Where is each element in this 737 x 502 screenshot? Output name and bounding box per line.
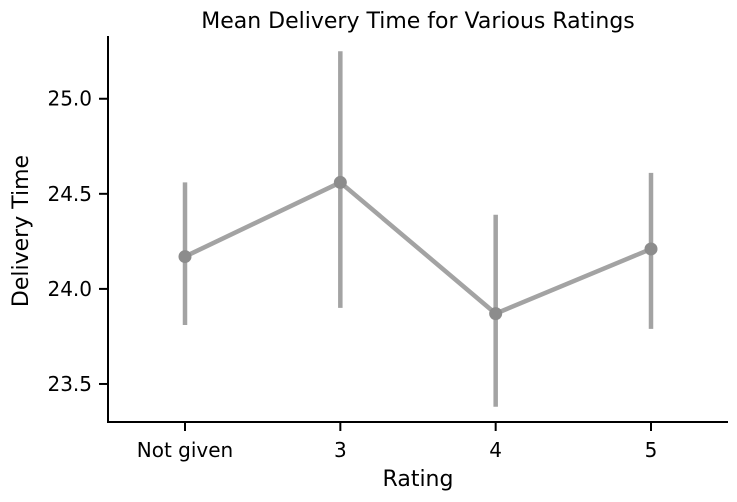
x-axis-title: Rating <box>383 467 454 492</box>
y-tick-label: 24.0 <box>47 277 92 301</box>
data-point <box>179 250 192 263</box>
y-tick-label: 24.5 <box>47 182 92 206</box>
chart-title: Mean Delivery Time for Various Ratings <box>201 9 635 34</box>
x-tick-label: 5 <box>645 438 658 462</box>
x-tick-label: 4 <box>489 438 502 462</box>
ticks: 23.5 24.0 24.5 25.0 Not given 3 4 5 <box>47 87 657 462</box>
y-tick-label: 25.0 <box>47 87 92 111</box>
series-line <box>185 182 651 313</box>
x-tick-label: 3 <box>334 438 347 462</box>
data-point <box>334 176 347 189</box>
x-tick-label: Not given <box>137 438 233 462</box>
series-layer <box>179 176 658 320</box>
data-point <box>489 307 502 320</box>
y-axis-title: Delivery Time <box>9 155 34 307</box>
y-tick-label: 23.5 <box>47 372 92 396</box>
data-point <box>645 242 658 255</box>
error-bars <box>185 51 651 407</box>
axes <box>107 36 728 423</box>
